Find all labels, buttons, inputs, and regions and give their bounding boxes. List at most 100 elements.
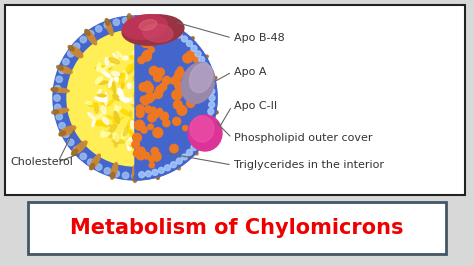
Ellipse shape [122,56,128,60]
Ellipse shape [116,106,121,110]
Ellipse shape [85,30,90,36]
Circle shape [73,43,80,49]
Ellipse shape [68,45,74,51]
Circle shape [176,31,182,37]
Circle shape [150,19,157,26]
Circle shape [160,112,168,120]
Circle shape [168,164,174,170]
Circle shape [170,78,176,84]
Ellipse shape [200,76,216,84]
Ellipse shape [93,114,103,120]
Circle shape [113,19,119,26]
Ellipse shape [143,24,173,42]
Ellipse shape [123,15,167,39]
Circle shape [145,106,152,113]
Ellipse shape [90,164,95,170]
Ellipse shape [59,131,65,136]
Circle shape [196,139,202,146]
Polygon shape [135,16,217,180]
Circle shape [132,173,138,179]
Ellipse shape [146,141,150,148]
Ellipse shape [137,115,143,126]
Ellipse shape [143,55,154,61]
Ellipse shape [192,149,198,155]
Circle shape [68,139,74,146]
Circle shape [138,57,145,64]
Circle shape [142,99,148,105]
Circle shape [104,22,110,28]
Circle shape [56,114,63,120]
Circle shape [148,113,156,122]
Circle shape [139,172,145,178]
Ellipse shape [97,68,106,72]
Circle shape [171,162,176,168]
Text: Triglycerides in the interior: Triglycerides in the interior [234,160,384,170]
Ellipse shape [156,104,164,110]
Circle shape [157,108,163,114]
Circle shape [195,139,201,145]
Circle shape [144,23,149,29]
Ellipse shape [133,176,137,182]
Circle shape [80,36,86,43]
Circle shape [88,159,94,165]
Circle shape [186,40,192,47]
Ellipse shape [135,131,138,139]
Circle shape [182,36,188,42]
Circle shape [63,131,69,138]
Circle shape [208,76,214,82]
Ellipse shape [151,100,154,105]
Ellipse shape [92,119,95,127]
Ellipse shape [52,88,69,92]
Circle shape [202,127,208,134]
Ellipse shape [69,46,83,58]
Ellipse shape [127,65,136,74]
Circle shape [183,36,190,43]
Circle shape [196,51,202,57]
Circle shape [187,99,195,107]
Ellipse shape [189,37,194,43]
Ellipse shape [105,57,109,65]
Circle shape [142,39,148,44]
Circle shape [113,171,119,177]
Ellipse shape [128,16,132,30]
Circle shape [209,102,215,108]
Ellipse shape [98,89,101,95]
Ellipse shape [148,56,153,61]
Ellipse shape [158,68,163,79]
Ellipse shape [178,90,183,100]
Circle shape [136,34,141,40]
Circle shape [132,17,138,23]
Circle shape [55,104,61,111]
Circle shape [191,88,198,95]
Ellipse shape [127,140,134,144]
Ellipse shape [155,172,159,179]
Circle shape [141,172,147,179]
Ellipse shape [134,122,140,127]
Ellipse shape [131,121,134,128]
Ellipse shape [111,72,120,76]
Circle shape [206,75,212,81]
Ellipse shape [97,63,100,71]
Ellipse shape [159,127,164,132]
Circle shape [104,168,110,174]
Ellipse shape [135,105,140,111]
Circle shape [190,95,198,103]
Ellipse shape [150,91,163,96]
Circle shape [149,66,158,76]
Ellipse shape [144,122,150,127]
Ellipse shape [167,111,178,117]
Ellipse shape [97,120,108,127]
Ellipse shape [59,126,76,136]
Ellipse shape [100,69,111,77]
Ellipse shape [113,82,116,94]
Ellipse shape [116,54,122,58]
Ellipse shape [149,49,155,58]
Circle shape [209,104,216,111]
Circle shape [67,30,203,166]
Circle shape [190,43,197,49]
Ellipse shape [129,111,132,117]
Ellipse shape [112,140,124,143]
Ellipse shape [89,103,98,107]
Text: Apo A: Apo A [234,67,266,77]
Circle shape [122,172,129,179]
